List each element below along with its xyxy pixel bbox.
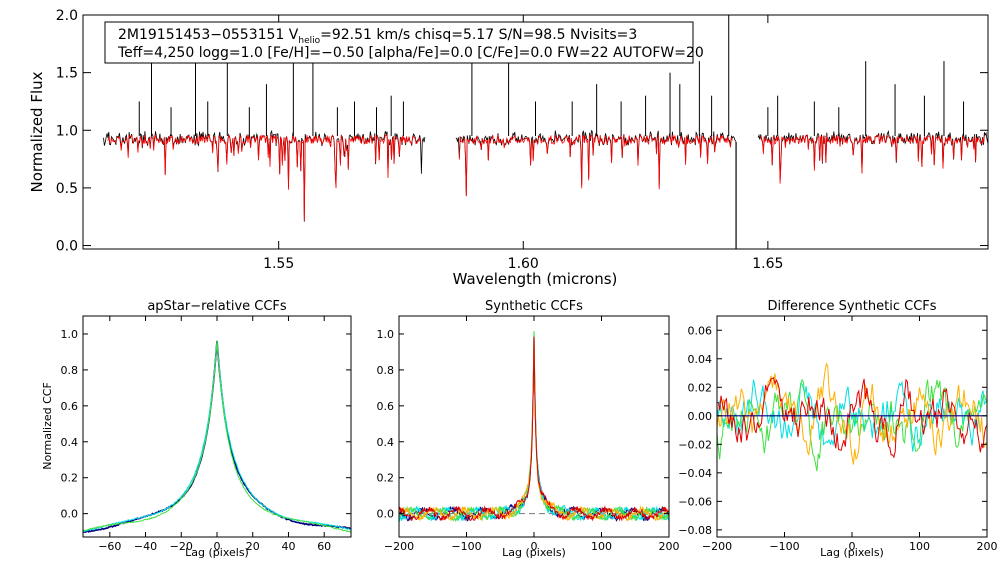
synthetic-ccf-line-visit5 [398, 336, 670, 522]
synthetic-ccf-ytick-label: 1.0 [377, 328, 395, 341]
difference-ccf-xlabel: Lag (pixels) [820, 546, 884, 559]
spectrum-xlabel: Wavelength (microns) [453, 270, 618, 288]
synthetic-ccf-xtick-label: 100 [591, 540, 612, 553]
difference-ccf-ytick-label: 0.00 [688, 410, 713, 423]
spectrum-frame [82, 14, 989, 250]
difference-ccf-ytick-label: 0.02 [688, 381, 713, 394]
difference-ccf-xtick-label: 200 [977, 540, 998, 553]
apstar-ccf-xtick-label: 60 [317, 540, 331, 553]
legend-box [104, 21, 694, 64]
difference-ccf-xtick-label: −200 [702, 540, 732, 553]
difference-ccf-ytick-label: −0.04 [678, 467, 712, 480]
difference-ccf-xtick-label: 0 [849, 540, 856, 553]
spectrum-ytick-label: 1.5 [56, 66, 78, 82]
spectrum-ytick-label: 0.5 [56, 181, 78, 197]
synthetic-ccf-xtick-label: −200 [384, 540, 414, 553]
difference-ccf-line-visit2 [716, 379, 988, 452]
spectrum-ytick-label: 0.0 [56, 239, 78, 255]
apstar-ccf-ytick-label: 0.6 [61, 400, 79, 413]
legend-line-1: 2M19151453−0553151 Vhelio=92.51 km/s chi… [118, 27, 637, 46]
difference-ccf-panel: −200 −100 0 100 200 −0.08 −0.06 −0.04 −0.02 0.00 0… [678, 299, 997, 559]
spectrum-ytick-label: 2.0 [56, 8, 78, 24]
difference-ccf-xtick-label: 100 [909, 540, 930, 553]
difference-ccf-line-visit5 [716, 376, 988, 459]
synthetic-ccf-xtick-label: 0 [531, 540, 538, 553]
apstar-ccf-xtick-label: −60 [98, 540, 121, 553]
synthetic-ccf-xtick-label: −100 [451, 540, 481, 553]
apstar-ccf-xlabel: Lag (pixels) [185, 546, 249, 559]
spectrum-synthetic-segment [107, 133, 421, 221]
apstar-ccf-ylabel: Normalized CCF [41, 382, 54, 470]
apstar-ccf-xtick-label: −40 [134, 540, 157, 553]
difference-ccf-plot-area [716, 362, 988, 472]
spectrum-synthetic-segment [760, 133, 986, 184]
spectrum-panel: 1.55 1.60 1.65 0.0 0.5 1.0 1.5 2.0 Wavelength (… [28, 8, 989, 288]
apstar-ccf-xtick-label: −20 [170, 540, 193, 553]
difference-ccf-line-visit3 [716, 378, 988, 472]
synthetic-ccf-ytick-label: 0.4 [377, 436, 395, 449]
apstar-ccf-ytick-label: 0.0 [61, 508, 79, 521]
difference-ccf-ytick-label: 0.04 [688, 353, 713, 366]
synthetic-ccf-ytick-label: 0.6 [377, 400, 395, 413]
apstar-ccf-line-visit3 [82, 340, 352, 533]
synthetic-ccf-line-visit3 [398, 330, 670, 523]
apstar-ccf-xtick-label: 40 [281, 540, 295, 553]
synthetic-ccf-panel: −200 −100 0 100 200 0.0 0.2 0.4 0.6 0.8 1.0 Synthe… [377, 299, 680, 559]
synthetic-ccf-ytick-label: 0.8 [377, 364, 395, 377]
spectrum-ytick-label: 1.0 [56, 123, 78, 139]
spectrum-axes: 1.55 1.60 1.65 0.0 0.5 1.0 1.5 2.0 [56, 8, 988, 272]
difference-ccf-ytick-label: 0.06 [688, 324, 713, 337]
apstar-ccf-axes: −60 −40 −20 0 20 40 60 0.0 0.2 0.4 0.6 0.8 1.0 [61, 316, 351, 553]
legend-subscript: helio [298, 36, 320, 46]
apstar-ccf-xtick-label: 20 [246, 540, 260, 553]
difference-ccf-ytick-label: −0.08 [678, 524, 712, 537]
synthetic-ccf-xlabel: Lag (pixels) [502, 546, 566, 559]
apstar-ccf-ytick-label: 1.0 [61, 328, 79, 341]
spectrum-synthetic-segment [458, 134, 733, 197]
apstar-ccf-title: apStar−relative CCFs [147, 299, 287, 314]
spectrum-xtick-label: 1.65 [752, 256, 783, 272]
apstar-ccf-panel: −60 −40 −20 0 20 40 60 0.0 0.2 0.4 0.6 0.8 1.0 apSta… [41, 299, 352, 559]
apstar-ccf-ytick-label: 0.4 [61, 436, 79, 449]
legend-line-2: Teff=4,250 logg=1.0 [Fe/H]=−0.50 [alpha/… [117, 45, 704, 61]
spectrum-legend: 2M19151453−0553151 Vhelio=92.51 km/s chi… [104, 21, 704, 64]
difference-ccf-line-visit4 [716, 362, 988, 465]
difference-ccf-axes: −200 −100 0 100 200 −0.08 −0.06 −0.04 −0.02 0.00 0… [678, 316, 998, 553]
apstar-ccf-plot-area [82, 340, 352, 533]
difference-ccf-ytick-label: −0.06 [678, 495, 712, 508]
synthetic-ccf-plot-area [398, 330, 670, 523]
synthetic-ccf-title: Synthetic CCFs [485, 299, 583, 314]
difference-ccf-xtick-label: −100 [769, 540, 799, 553]
apstar-ccf-ytick-label: 0.8 [61, 364, 79, 377]
synthetic-ccf-axes: −200 −100 0 100 200 0.0 0.2 0.4 0.6 0.8 1.0 [377, 316, 680, 553]
spectrum-xtick-label: 1.60 [508, 256, 539, 272]
difference-ccf-ytick-label: −0.02 [678, 438, 712, 451]
synthetic-ccf-xtick-label: 200 [659, 540, 680, 553]
difference-ccf-title: Difference Synthetic CCFs [767, 299, 936, 314]
apstar-ccf-ytick-label: 0.2 [61, 472, 79, 485]
apstar-ccf-xtick-label: 0 [214, 540, 221, 553]
synthetic-ccf-ytick-label: 0.2 [377, 472, 395, 485]
spectrum-ylabel: Normalized Flux [28, 71, 46, 192]
legend-line-1a: 2M19151453−0553151 V [118, 27, 299, 43]
legend-line-1b: =92.51 km/s chisq=5.17 S/N=98.5 Nvisits=… [320, 27, 637, 43]
spectrum-plot-area [103, 15, 989, 249]
spectrum-xtick-label: 1.55 [263, 256, 294, 272]
synthetic-ccf-ytick-label: 0.0 [377, 508, 395, 521]
